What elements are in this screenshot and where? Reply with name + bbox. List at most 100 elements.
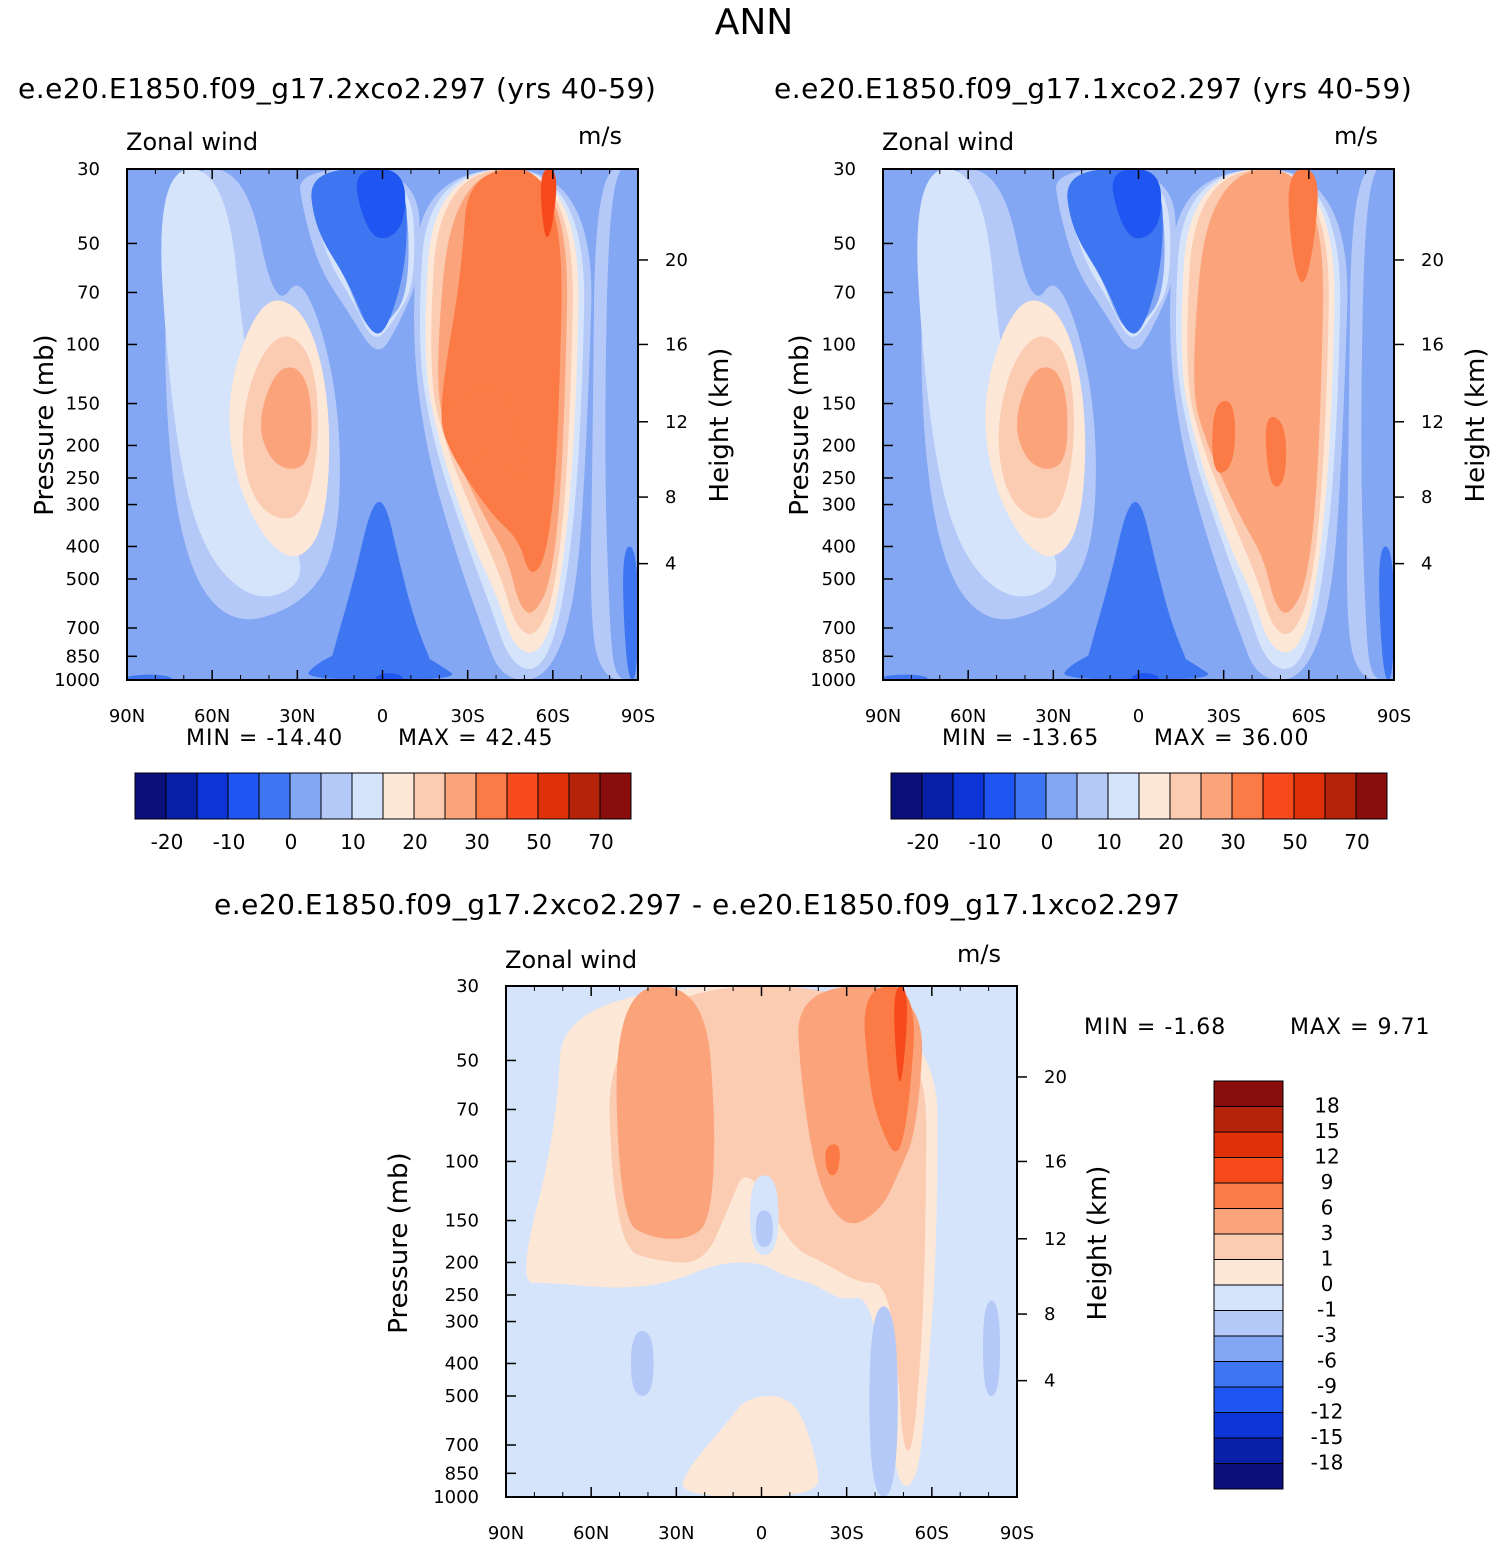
colorbar-label: 6: [1321, 1196, 1334, 1220]
x-tick-label: 0: [377, 706, 388, 727]
y-tick-label: 500: [445, 1386, 479, 1407]
height-tick-label: 20: [1044, 1067, 1067, 1088]
colorbar-label: 30: [464, 830, 489, 854]
colorbar-label: -9: [1317, 1374, 1337, 1398]
trop-top-4: [356, 169, 406, 239]
y-tick-label: 850: [66, 646, 100, 667]
diff-pos-6: [825, 1144, 840, 1176]
y-tick-label: 250: [822, 468, 856, 489]
panel3-variable: Zonal wind: [505, 946, 638, 974]
colorbar-swatch: [1213, 1233, 1284, 1260]
trop-low: [1086, 501, 1186, 680]
sh-polar-2: [1379, 546, 1394, 680]
colorbar-swatch: [196, 772, 229, 820]
colorbar-label: -18: [1311, 1451, 1344, 1475]
sh-polar-2: [623, 546, 638, 680]
x-tick-label: 0: [756, 1523, 767, 1544]
y-tick-label: 70: [77, 282, 100, 303]
colorbar-swatch: [952, 772, 985, 820]
colorbar-label: 20: [1158, 830, 1183, 854]
height-tick-label: 8: [665, 487, 676, 508]
colorbar-label: 12: [1314, 1145, 1339, 1169]
panel1-variable: Zonal wind: [126, 128, 259, 156]
colorbar-label: -10: [969, 830, 1002, 854]
colorbar-label: 50: [1282, 830, 1307, 854]
sh-jet-1: [445, 386, 527, 482]
colorbar-swatch: [1213, 1208, 1284, 1235]
colorbar-swatch: [258, 772, 291, 820]
colorbar-swatch: [1213, 1080, 1284, 1107]
colorbar-swatch: [444, 772, 477, 820]
colorbar-swatch: [320, 772, 353, 820]
x-tick-label: 90N: [865, 706, 901, 727]
colorbar-swatch: [1014, 772, 1047, 820]
x-tick-label: 30S: [450, 706, 484, 727]
y-tick-label: 850: [822, 646, 856, 667]
colorbar-label: -20: [907, 830, 940, 854]
y-tick-label: 200: [822, 435, 856, 456]
x-tick-label: 90N: [488, 1523, 524, 1544]
colorbar-label: -10: [213, 830, 246, 854]
colorbar-2: -20 -10 0 10 20 30 50 70: [890, 772, 1388, 854]
diff-pos-2: [616, 986, 715, 1239]
colorbar-swatch: [1169, 772, 1202, 820]
colorbar-label: 10: [340, 830, 365, 854]
y-tick-label: 70: [456, 1099, 479, 1120]
y-tick-label: 700: [822, 618, 856, 639]
y-tick-label: 100: [66, 334, 100, 355]
y-tick-label: 50: [456, 1050, 479, 1071]
surface-easterly: [1064, 650, 1209, 680]
contour-field-1: [127, 169, 638, 680]
panel2-max: MAX = 36.00: [1154, 726, 1310, 751]
sh-jet-0: [441, 169, 562, 572]
y-tick-label: 500: [822, 569, 856, 590]
nh-polar: [883, 169, 916, 680]
colorbar-label: 70: [588, 830, 613, 854]
colorbar-swatch: [1213, 1131, 1284, 1158]
colorbar-label: -20: [151, 830, 184, 854]
diff-pos-5: [894, 986, 907, 1082]
height-tick-label: 12: [1044, 1229, 1067, 1250]
y-tick-label: 700: [66, 618, 100, 639]
colorbar-swatch: [568, 772, 601, 820]
colorbar-label: -15: [1311, 1425, 1344, 1449]
x-tick-label: 60N: [194, 706, 230, 727]
height-tick-label: 20: [665, 250, 688, 271]
y-tick-label: 400: [66, 536, 100, 557]
x-tick-label: 90S: [1377, 706, 1411, 727]
y-tick-label: 200: [66, 435, 100, 456]
diff-neg-4: [982, 1300, 1000, 1396]
colorbar-label: 18: [1314, 1094, 1339, 1118]
x-tick-label: 60S: [536, 706, 570, 727]
panel3-max: MAX = 9.71: [1290, 1015, 1431, 1040]
height-tick-label: 8: [1421, 487, 1432, 508]
colorbar-label: -1: [1317, 1298, 1337, 1322]
colorbar-swatch: [1262, 772, 1295, 820]
diff-neg-1: [755, 1210, 773, 1248]
colorbar-swatch: [289, 772, 322, 820]
y-tick-label: 300: [66, 495, 100, 516]
x-tick-label: 60N: [573, 1523, 609, 1544]
colorbar-swatch: [413, 772, 446, 820]
x-tick-label: 30N: [1035, 706, 1071, 727]
colorbar-swatch: [1355, 772, 1388, 820]
height-tick-label: 12: [665, 412, 688, 433]
colorbar-swatch: [1138, 772, 1171, 820]
panel3-title: e.e20.E1850.f09_g17.2xco2.297 - e.e20.E1…: [214, 888, 1181, 921]
height-tick-label: 16: [1044, 1151, 1067, 1172]
contour-field-2: [883, 169, 1394, 680]
height-tick-label: 4: [1044, 1371, 1055, 1392]
height-tick-label: 16: [1421, 334, 1444, 355]
diff-neg-3: [869, 1306, 898, 1497]
x-tick-label: 30N: [658, 1523, 694, 1544]
y-tick-label: 400: [822, 536, 856, 557]
surface-easterly: [308, 650, 453, 680]
y-tick-label: 250: [445, 1285, 479, 1306]
colorbar-label: 15: [1314, 1119, 1339, 1143]
nh-polar: [127, 169, 160, 680]
y-tick-label: 1000: [810, 670, 856, 691]
nh-surface: [127, 674, 172, 680]
colorbar-label: -6: [1317, 1349, 1337, 1373]
colorbar-label: 0: [1041, 830, 1054, 854]
colorbar-swatch: [1213, 1284, 1284, 1311]
